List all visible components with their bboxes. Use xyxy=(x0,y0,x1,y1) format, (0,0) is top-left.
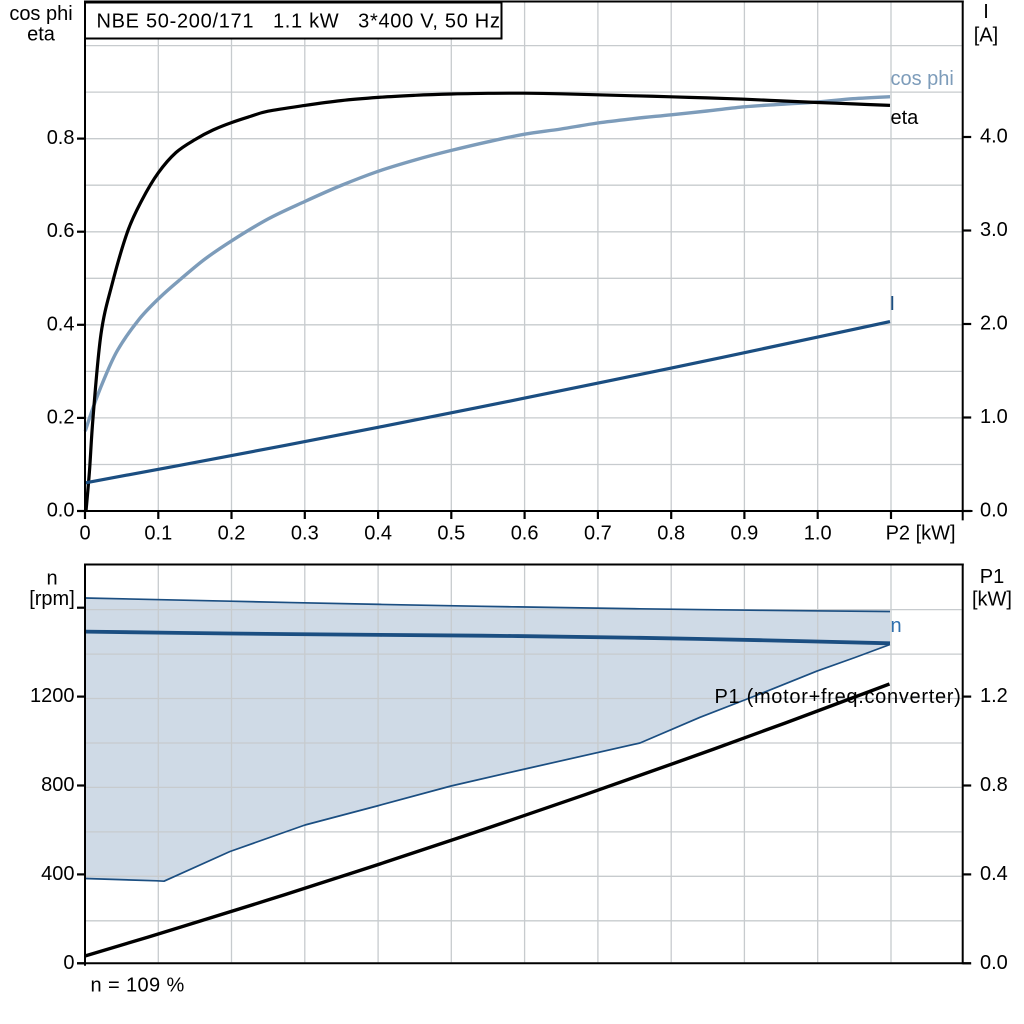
svg-text:0.5: 0.5 xyxy=(437,523,465,545)
svg-text:P1 (motor+freq.converter): P1 (motor+freq.converter) xyxy=(714,686,961,708)
svg-text:0.8: 0.8 xyxy=(980,774,1008,796)
svg-text:0.4: 0.4 xyxy=(47,313,75,335)
svg-text:0: 0 xyxy=(63,952,74,974)
svg-text:3.0: 3.0 xyxy=(980,219,1008,241)
svg-text:cos phi: cos phi xyxy=(9,3,72,25)
svg-text:0.1: 0.1 xyxy=(144,523,172,545)
svg-text:P1: P1 xyxy=(980,566,1004,588)
svg-text:400: 400 xyxy=(41,863,74,885)
svg-text:0.0: 0.0 xyxy=(980,500,1008,522)
svg-text:0.8: 0.8 xyxy=(47,127,75,149)
svg-text:0.2: 0.2 xyxy=(218,523,246,545)
svg-text:n: n xyxy=(891,615,902,637)
svg-text:1200: 1200 xyxy=(30,685,75,707)
svg-text:I: I xyxy=(890,293,896,315)
svg-text:0.6: 0.6 xyxy=(47,220,75,242)
svg-text:0.3: 0.3 xyxy=(291,523,319,545)
svg-text:800: 800 xyxy=(41,774,74,796)
svg-text:cos phi: cos phi xyxy=(891,68,954,90)
svg-text:4.0: 4.0 xyxy=(980,126,1008,148)
svg-text:eta: eta xyxy=(27,23,56,45)
svg-text:NBE 50-200/171 1.1 kW 3*40: NBE 50-200/171 1.1 kW 3*400 V, 50 Hz xyxy=(97,11,501,33)
svg-text:0.8: 0.8 xyxy=(657,523,685,545)
svg-text:0.4: 0.4 xyxy=(364,523,392,545)
svg-text:1.2: 1.2 xyxy=(980,685,1008,707)
svg-text:[kW]: [kW] xyxy=(972,589,1012,611)
svg-text:0.0: 0.0 xyxy=(980,952,1008,974)
svg-text:0.0: 0.0 xyxy=(47,500,75,522)
svg-text:0.9: 0.9 xyxy=(730,523,758,545)
svg-text:0.4: 0.4 xyxy=(980,863,1008,885)
svg-text:1.0: 1.0 xyxy=(980,406,1008,428)
svg-text:eta: eta xyxy=(891,107,920,129)
svg-text:0.6: 0.6 xyxy=(511,523,539,545)
svg-text:n = 109 %: n = 109 % xyxy=(91,975,185,997)
svg-text:[A]: [A] xyxy=(974,25,998,47)
svg-text:1.0: 1.0 xyxy=(804,523,832,545)
svg-text:P2 [kW]: P2 [kW] xyxy=(886,523,956,545)
svg-text:0.2: 0.2 xyxy=(47,406,75,428)
svg-text:0: 0 xyxy=(79,523,90,545)
svg-text:I: I xyxy=(983,1,989,23)
svg-text:[rpm]: [rpm] xyxy=(29,588,75,610)
svg-text:n: n xyxy=(46,568,57,590)
svg-text:2.0: 2.0 xyxy=(980,313,1008,335)
svg-text:0.7: 0.7 xyxy=(584,523,612,545)
